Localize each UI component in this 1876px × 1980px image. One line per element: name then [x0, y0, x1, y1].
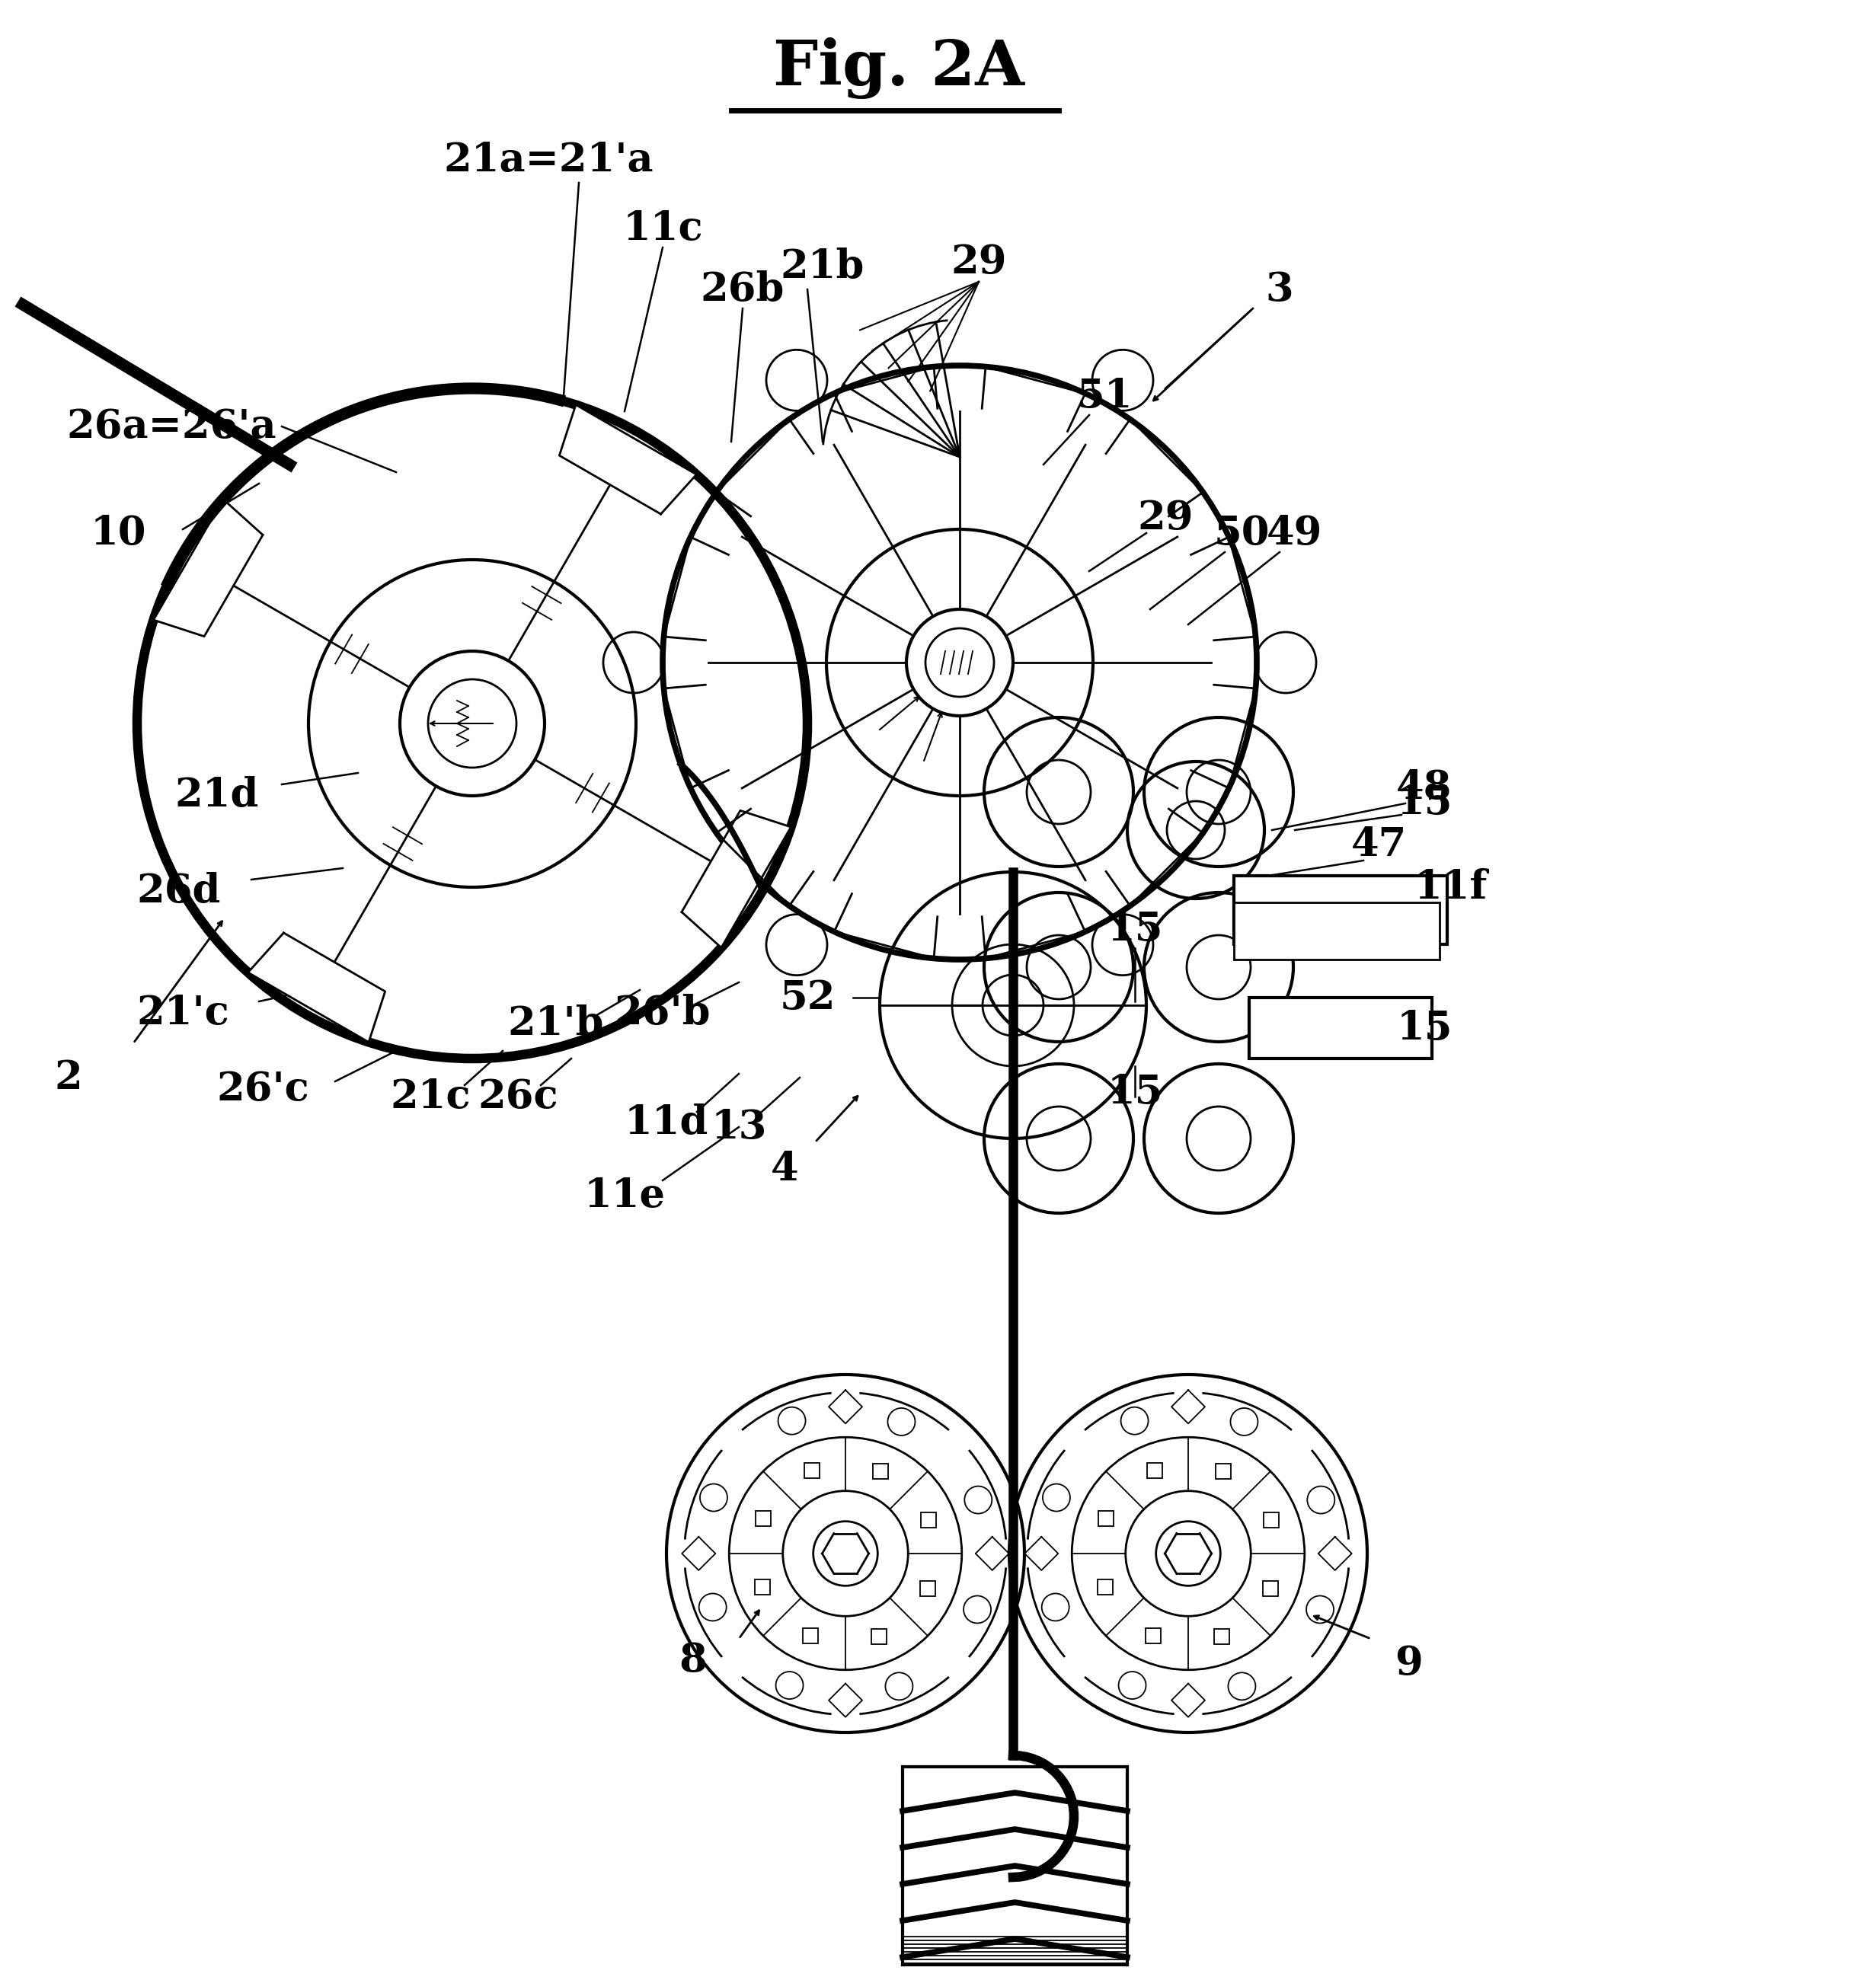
- Text: 26a=26'a: 26a=26'a: [66, 408, 276, 446]
- Text: 10: 10: [90, 513, 146, 552]
- Bar: [756, 1511, 771, 1527]
- Bar: [1234, 875, 1446, 944]
- Text: 2: 2: [54, 1057, 83, 1097]
- Bar: [1097, 1511, 1114, 1527]
- Bar: [1097, 1580, 1112, 1594]
- Text: 21c: 21c: [390, 1077, 471, 1117]
- Bar: [1146, 1463, 1163, 1479]
- Text: 15: 15: [1107, 1073, 1163, 1113]
- Text: 8: 8: [679, 1641, 707, 1679]
- Text: 26b: 26b: [700, 269, 784, 309]
- Text: 26'c: 26'c: [216, 1069, 310, 1109]
- Bar: [1264, 1513, 1279, 1529]
- Text: 4: 4: [771, 1150, 799, 1188]
- Polygon shape: [559, 404, 696, 515]
- Text: 51: 51: [1077, 376, 1133, 416]
- Text: 11d: 11d: [625, 1105, 709, 1142]
- Polygon shape: [681, 810, 792, 948]
- Text: 9: 9: [1396, 1645, 1424, 1683]
- Text: 13: 13: [711, 1107, 767, 1146]
- Text: 26d: 26d: [137, 871, 221, 911]
- Text: 29: 29: [951, 244, 1007, 281]
- Bar: [921, 1513, 936, 1529]
- Bar: [1214, 1630, 1229, 1643]
- Bar: [1249, 998, 1431, 1059]
- Text: 26'b: 26'b: [615, 994, 711, 1032]
- Text: 29: 29: [1137, 499, 1193, 537]
- Bar: [1263, 1580, 1278, 1596]
- Text: 26c: 26c: [478, 1077, 559, 1117]
- Text: 50: 50: [1214, 513, 1270, 552]
- Bar: [754, 1580, 769, 1594]
- Polygon shape: [154, 499, 263, 636]
- Text: 21'c: 21'c: [137, 994, 229, 1032]
- Text: 21a=21'a: 21a=21'a: [443, 141, 653, 180]
- Text: 48: 48: [1396, 768, 1452, 808]
- Bar: [1234, 903, 1439, 960]
- Text: 15: 15: [1396, 1008, 1452, 1047]
- Bar: [870, 1630, 887, 1643]
- Bar: [921, 1580, 936, 1596]
- Polygon shape: [248, 933, 385, 1041]
- Bar: [872, 1463, 887, 1479]
- Text: Fig. 2A: Fig. 2A: [773, 38, 1024, 99]
- Text: 47: 47: [1351, 826, 1407, 865]
- Text: 21d: 21d: [174, 776, 259, 816]
- Bar: [803, 1628, 818, 1643]
- Text: 3: 3: [1266, 269, 1294, 309]
- Bar: [805, 1463, 820, 1479]
- Text: 15: 15: [1107, 909, 1163, 948]
- Text: 52: 52: [779, 978, 835, 1018]
- Text: 11c: 11c: [623, 210, 704, 248]
- Text: 11f: 11f: [1415, 867, 1488, 907]
- Text: 15: 15: [1396, 784, 1452, 824]
- Bar: [1216, 1463, 1231, 1479]
- Text: 21'b: 21'b: [508, 1006, 604, 1043]
- Text: 49: 49: [1266, 513, 1323, 552]
- Text: 21b: 21b: [780, 248, 865, 285]
- Bar: [1146, 1628, 1161, 1643]
- Text: 11e: 11e: [583, 1176, 666, 1216]
